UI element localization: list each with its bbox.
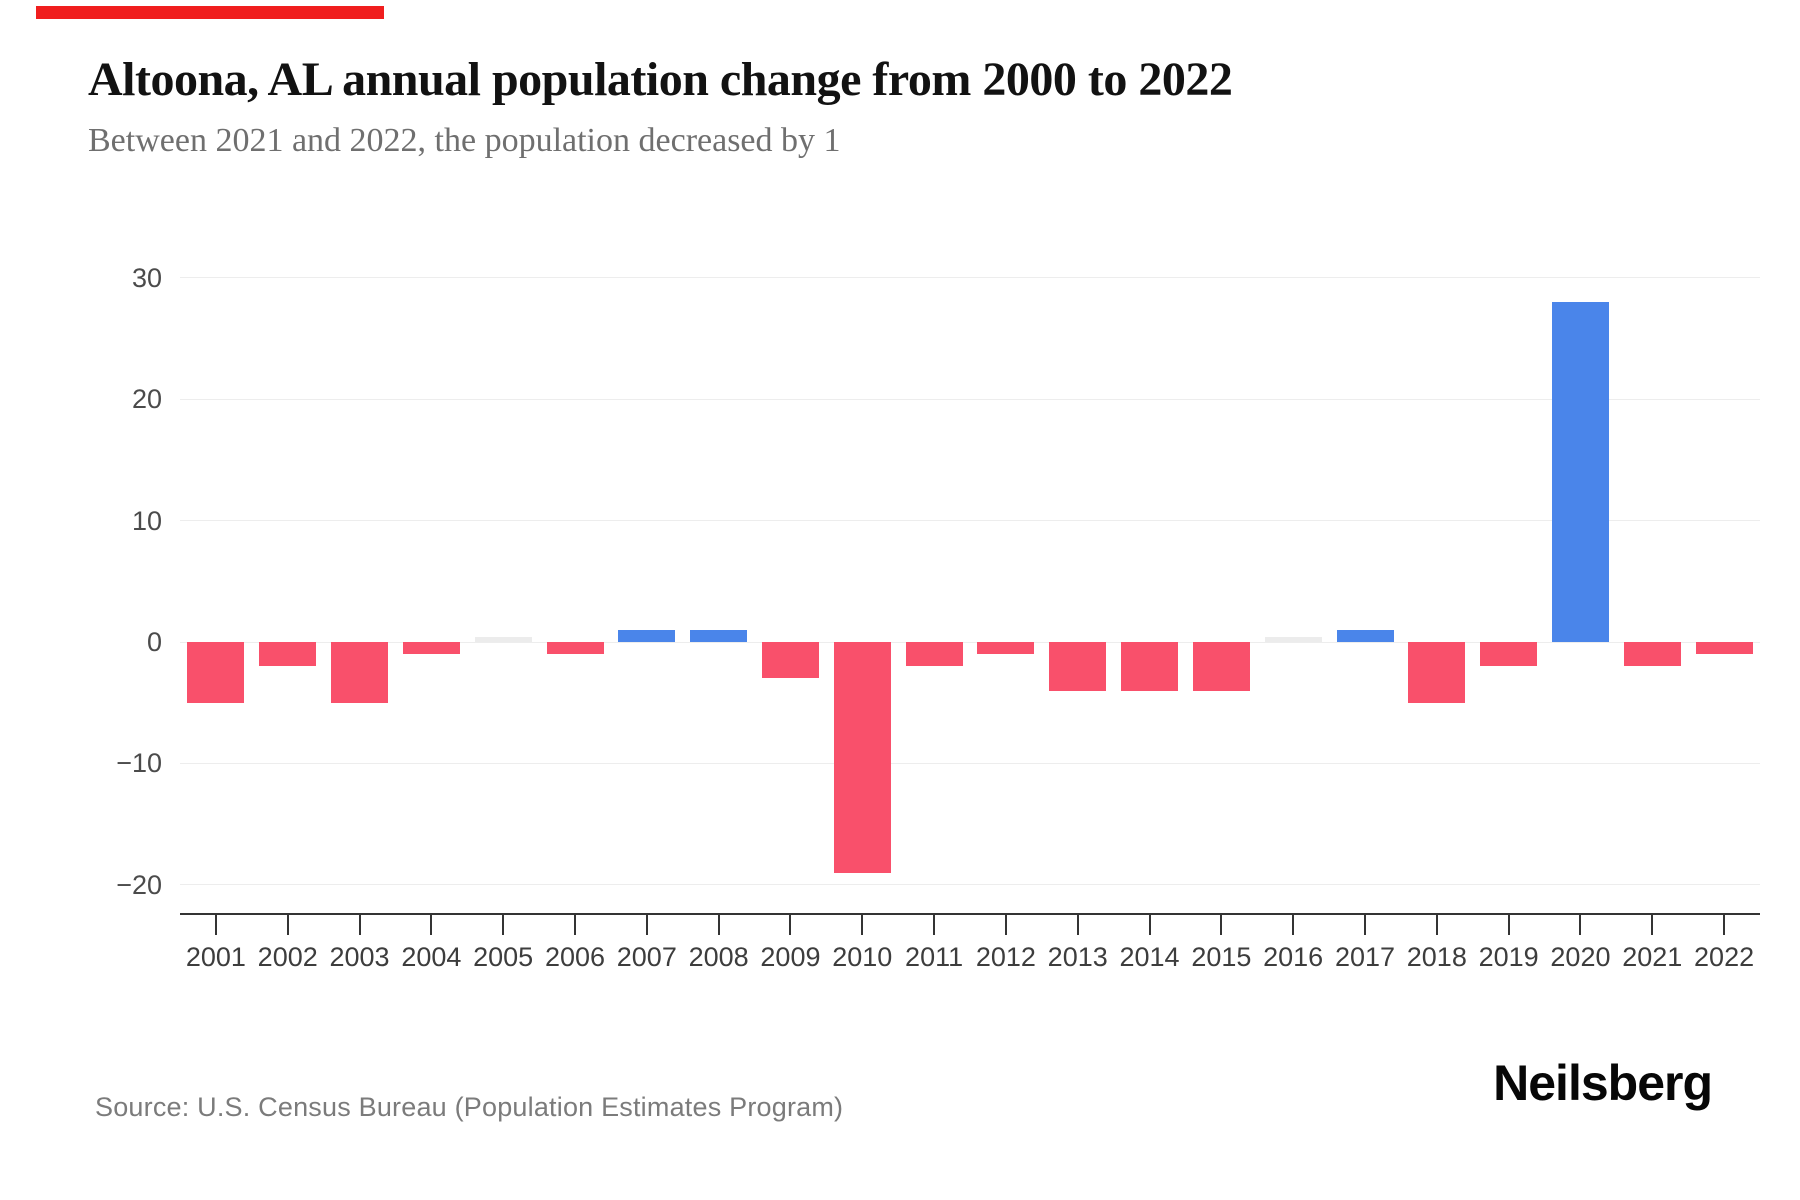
x-tick-2006 <box>574 913 576 935</box>
bar-2012[interactable] <box>977 642 1035 655</box>
x-tick-2013 <box>1076 913 1079 935</box>
x-tick-2003 <box>358 913 361 935</box>
x-tick-2021 <box>1651 913 1654 935</box>
x-axis-label-2015: 2015 <box>1191 942 1252 972</box>
y-axis-label--10: −10 <box>116 748 162 779</box>
bar-2021[interactable] <box>1623 642 1681 667</box>
gridline-y-10 <box>180 520 1760 522</box>
x-axis-label-2011: 2011 <box>905 942 964 972</box>
x-tick-2016 <box>1292 913 1295 935</box>
x-axis-label-2022: 2022 <box>1694 942 1755 972</box>
x-axis-label-2003: 2003 <box>329 942 390 972</box>
x-tick-2005 <box>502 913 505 935</box>
y-axis-label-20: 20 <box>131 384 162 415</box>
bar-2019[interactable] <box>1480 642 1538 667</box>
x-axis-label-2008: 2008 <box>688 942 749 972</box>
bar-2022[interactable] <box>1695 642 1753 655</box>
x-axis-label-2019: 2019 <box>1478 942 1539 972</box>
x-axis-label-2007: 2007 <box>616 942 677 972</box>
x-tick-2004 <box>430 913 433 935</box>
x-axis-label-2005: 2005 <box>473 942 534 972</box>
bar-2014[interactable] <box>1121 642 1179 691</box>
bar-2011[interactable] <box>905 642 963 667</box>
y-axis-label-0: 0 <box>146 627 162 657</box>
bar-2016[interactable] <box>1264 637 1322 642</box>
gridline-y-0 <box>180 641 1760 643</box>
y-axis-label--20: −20 <box>116 869 162 900</box>
x-axis-label-2014: 2014 <box>1119 942 1180 972</box>
gridline-y-20 <box>180 398 1760 400</box>
x-axis-label-2017: 2017 <box>1334 942 1396 972</box>
x-axis-label-2018: 2018 <box>1406 942 1467 972</box>
bar-2001[interactable] <box>187 642 245 703</box>
x-tick-2017 <box>1364 913 1366 935</box>
x-tick-2007 <box>645 913 648 935</box>
x-tick-2001 <box>214 913 217 935</box>
chart-subtitle: Between 2021 and 2022, the population de… <box>88 122 841 159</box>
x-tick-2018 <box>1435 913 1438 935</box>
gridline-y--10 <box>180 762 1760 764</box>
x-tick-2015 <box>1220 913 1223 935</box>
bar-2002[interactable] <box>259 642 317 667</box>
x-tick-2009 <box>789 913 792 935</box>
bar-2018[interactable] <box>1408 642 1466 703</box>
bar-2009[interactable] <box>761 642 819 679</box>
neilsberg-logo[interactable]: Neilsberg <box>1493 1055 1713 1111</box>
x-axis-label-2021: 2021 <box>1622 942 1683 972</box>
bar-2007[interactable] <box>618 629 676 642</box>
x-axis-label-2016: 2016 <box>1263 942 1324 972</box>
x-axis-label-2001: 2001 <box>185 942 246 972</box>
x-tick-2012 <box>1004 913 1007 935</box>
x-axis-label-2020: 2020 <box>1550 942 1611 972</box>
x-tick-2002 <box>286 913 289 935</box>
x-axis-label-2006: 2006 <box>544 942 606 972</box>
y-axis-label-30: 30 <box>131 262 162 293</box>
gridline-y--20 <box>180 884 1760 886</box>
page-title: Altoona, AL annual population change fro… <box>88 53 1233 106</box>
bar-2004[interactable] <box>402 642 460 655</box>
bar-2010[interactable] <box>833 642 891 873</box>
bar-2013[interactable] <box>1049 642 1107 691</box>
x-tick-2019 <box>1507 913 1510 935</box>
x-tick-2014 <box>1148 913 1151 935</box>
source-attribution: Source: U.S. Census Bureau (Population E… <box>95 1092 844 1122</box>
x-tick-2010 <box>861 913 864 935</box>
x-tick-2008 <box>717 913 720 935</box>
x-axis-label-2012: 2012 <box>975 942 1036 972</box>
x-axis-label-2002: 2002 <box>257 942 318 972</box>
bar-2006[interactable] <box>546 642 604 655</box>
x-tick-2020 <box>1579 913 1582 935</box>
population-change-bar-chart: 30 20 10 0 −10 −20 2001 2002 2003 2004 2005 2006 200… <box>116 230 1760 972</box>
x-tick-2022 <box>1723 913 1726 935</box>
x-axis-label-2010: 2010 <box>832 942 893 972</box>
x-axis-label-2004: 2004 <box>401 942 462 972</box>
bar-2015[interactable] <box>1192 642 1250 691</box>
bar-2003[interactable] <box>331 642 389 703</box>
gridline-y-30 <box>180 277 1760 279</box>
x-axis-label-2009: 2009 <box>760 942 821 972</box>
x-tick-2011 <box>933 913 936 935</box>
bar-2020[interactable] <box>1551 302 1609 642</box>
bar-2008[interactable] <box>690 629 748 642</box>
bar-2017[interactable] <box>1336 629 1394 642</box>
top-accent-bar <box>36 6 384 19</box>
bar-2005[interactable] <box>474 637 532 642</box>
y-axis-label-10: 10 <box>131 505 162 536</box>
x-axis-label-2013: 2013 <box>1047 942 1108 972</box>
